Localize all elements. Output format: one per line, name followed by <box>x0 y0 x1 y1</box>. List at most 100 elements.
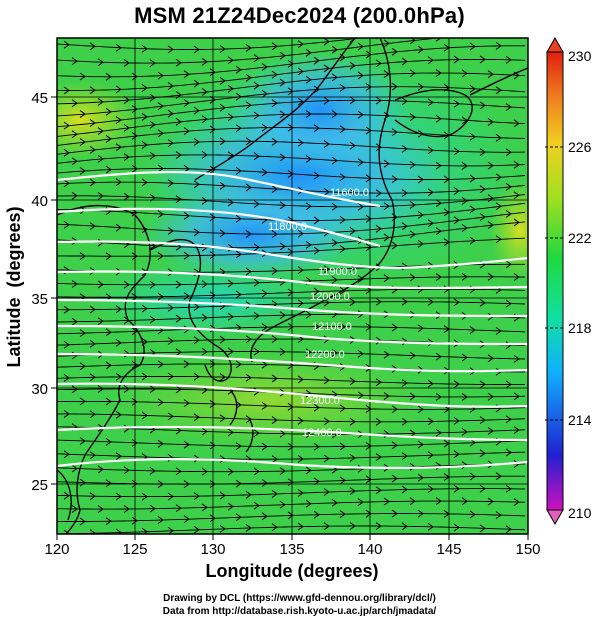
y-tick-label: 30 <box>31 381 48 398</box>
wind-arrow <box>253 111 260 120</box>
wind-arrow <box>297 67 304 76</box>
wind-arrow <box>401 144 408 153</box>
wind-arrow <box>89 119 96 127</box>
wind-arrow <box>97 280 104 289</box>
wind-arrow <box>71 385 78 394</box>
wind-arrow <box>261 89 268 98</box>
wind-arrow <box>227 347 234 356</box>
wind-arrow <box>157 252 164 260</box>
wind-arrow <box>71 99 78 108</box>
wind-arrow <box>427 522 434 531</box>
streamline <box>57 194 526 208</box>
wind-arrow <box>89 529 96 534</box>
wind-arrow <box>435 352 442 361</box>
wind-arrow <box>149 280 156 289</box>
wind-arrow <box>235 124 242 133</box>
wind-arrow <box>193 79 200 88</box>
wind-arrow <box>453 147 460 156</box>
wind-arrow <box>305 240 312 249</box>
wind-arrow <box>261 401 268 410</box>
streamline <box>57 58 526 91</box>
wind-arrow <box>349 141 356 150</box>
streamline <box>57 351 526 360</box>
wind-arrow <box>271 490 278 498</box>
wind-arrow <box>183 292 190 300</box>
wind-arrow <box>391 128 398 137</box>
wind-arrow <box>253 311 260 320</box>
wind-arrow <box>271 70 278 79</box>
wind-arrow <box>391 509 398 518</box>
wind-arrow <box>495 202 502 211</box>
wind-arrow <box>235 442 242 451</box>
wind-arrow <box>141 338 148 346</box>
streamline <box>57 500 526 510</box>
wind-arrow <box>175 280 182 289</box>
wind-arrow <box>454 23 459 30</box>
wind-arrow <box>115 372 122 381</box>
wind-arrow <box>365 323 372 331</box>
wind-arrow <box>513 392 520 401</box>
wind-arrow <box>227 243 234 252</box>
wind-arrow <box>71 191 78 200</box>
wind-arrow <box>279 242 286 251</box>
wind-arrow <box>443 439 450 448</box>
wind-arrow <box>63 220 70 229</box>
wind-arrow <box>401 297 408 306</box>
wind-arrow <box>287 442 294 451</box>
wind-arrow <box>479 380 486 389</box>
x-tick-labels: 120 125 130 135 140 145 150 <box>44 541 540 558</box>
wind-arrow <box>375 453 382 461</box>
wind-arrow <box>209 514 216 523</box>
wind-arrow <box>323 64 330 73</box>
wind-arrow <box>183 164 190 173</box>
wind-arrow <box>183 70 190 79</box>
wind-arrow <box>313 442 320 451</box>
wind-arrow <box>417 175 424 184</box>
wind-arrow <box>105 361 112 370</box>
wind-arrow <box>105 479 112 488</box>
wind-arrow <box>123 316 130 325</box>
wind-arrow <box>245 335 252 344</box>
wind-arrow <box>323 187 330 196</box>
wind-arrow <box>513 119 520 128</box>
contour-label-12100: 12100.0 <box>312 321 352 333</box>
wind-arrow <box>271 523 278 532</box>
streamline <box>57 237 526 257</box>
contour-label-12300: 12300.0 <box>300 395 340 407</box>
wind-arrow <box>279 311 286 320</box>
streamline <box>57 513 526 522</box>
wind-arrow <box>175 151 182 159</box>
wind-arrow <box>495 235 502 244</box>
wind-arrow <box>331 238 338 247</box>
wind-arrow <box>89 410 96 419</box>
wind-arrow <box>71 130 78 139</box>
wind-arrow <box>235 290 242 299</box>
wind-arrow <box>227 467 234 476</box>
wind-arrow <box>313 171 320 180</box>
wind-arrow <box>123 424 130 433</box>
wind-arrow <box>141 411 148 420</box>
wind-arrow <box>435 227 442 236</box>
wind-arrow <box>305 348 312 357</box>
wind-arrow <box>357 275 364 283</box>
wind-arrow <box>313 246 320 255</box>
wind-arrow <box>391 213 398 222</box>
wind-arrow <box>105 72 112 81</box>
wind-arrow <box>79 110 86 118</box>
wind-arrow <box>391 405 398 414</box>
wind-arrow <box>383 274 390 283</box>
streamline <box>57 451 526 460</box>
wind-arrow <box>305 110 312 118</box>
wind-arrow <box>167 492 174 501</box>
wind-arrow <box>279 153 286 162</box>
wind-arrow <box>487 272 494 281</box>
wind-arrow <box>235 92 242 101</box>
wind-arrow <box>271 185 278 194</box>
wind-arrow <box>339 173 346 182</box>
wind-arrow <box>97 505 104 513</box>
wind-arrow <box>461 224 468 232</box>
wind-arrow <box>115 338 122 347</box>
wind-arrow <box>297 489 304 497</box>
wind-arrow <box>409 230 416 239</box>
wind-arrow <box>435 161 442 170</box>
